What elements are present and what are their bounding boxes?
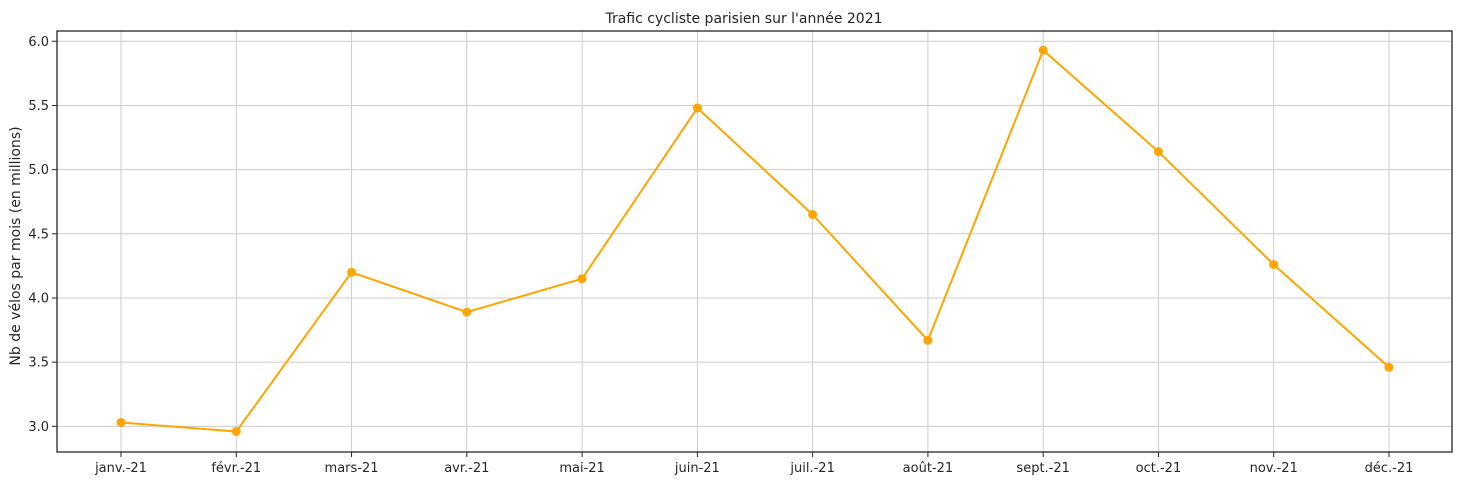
x-tick-label: mars-21: [325, 461, 379, 476]
data-point: [1153, 147, 1163, 157]
series-line: [120, 49, 1390, 433]
chart-title: Trafic cycliste parisien sur l'année 202…: [604, 11, 882, 27]
y-axis-label: Nb de vélos par mois (en millions): [8, 126, 24, 365]
data-point: [462, 307, 472, 317]
grid-lines: [57, 31, 1452, 452]
x-tick-label: sept.-21: [1016, 461, 1070, 476]
y-tick-label: 4.5: [28, 227, 49, 242]
data-point: [923, 335, 933, 345]
x-tick-label: avr.-21: [444, 461, 489, 476]
y-tick-label: 4.0: [28, 291, 49, 306]
x-tick-label: août-21: [903, 461, 954, 476]
data-point: [231, 426, 241, 436]
data-point: [347, 267, 357, 277]
y-tick-label: 5.0: [28, 163, 49, 178]
data-point: [577, 274, 587, 284]
y-tick-label: 3.0: [28, 420, 49, 435]
x-tick-label: oct.-21: [1136, 461, 1182, 476]
axes-frame: [56, 30, 1453, 453]
data-point: [808, 210, 818, 220]
x-axis-ticks: janv.-21 févr.-21 mars-21 avr.-21 mai-21 juin…: [94, 452, 1413, 476]
data-point: [1384, 362, 1394, 372]
y-tick-label: 6.0: [28, 35, 49, 50]
data-point: [1038, 45, 1048, 55]
x-tick-label: mai-21: [559, 461, 604, 476]
plot-area: [116, 45, 1394, 436]
x-tick-label: juil.-21: [789, 461, 834, 476]
data-point: [116, 417, 126, 427]
x-tick-label: juin-21: [674, 461, 720, 476]
y-tick-label: 3.5: [28, 356, 49, 371]
data-point: [1269, 260, 1279, 270]
x-tick-label: févr.-21: [211, 461, 261, 476]
y-axis-ticks: 3.0 3.5 4.0 4.5 5.0 5.5 6.0: [28, 35, 57, 435]
x-tick-label: janv.-21: [94, 461, 147, 476]
x-tick-label: nov.-21: [1250, 461, 1298, 476]
y-tick-label: 5.5: [28, 99, 49, 114]
data-point: [692, 103, 702, 113]
x-tick-label: déc.-21: [1365, 461, 1414, 476]
